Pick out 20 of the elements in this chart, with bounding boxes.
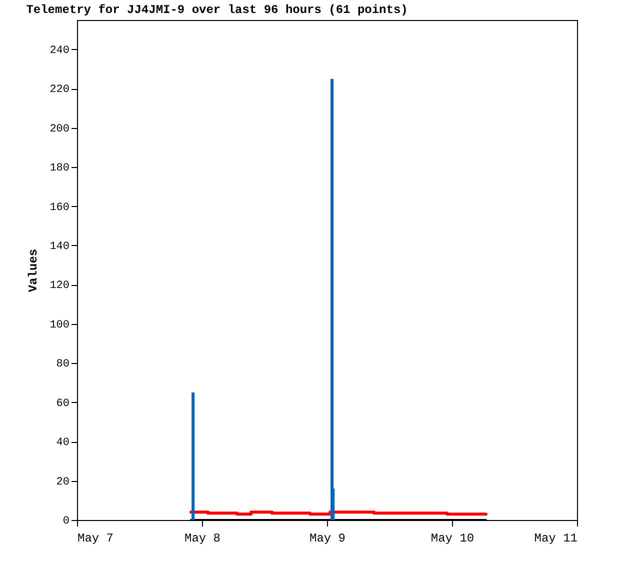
chart-title: Telemetry for JJ4JMI-9 over last 96 hours (61 points) [26,3,408,17]
y-tick-label: 0 [62,516,70,528]
y-tick-label: 220 [50,84,70,96]
y-tick-label: 40 [56,437,70,450]
y-axis-title: Values [26,248,41,292]
y-tick-label: 80 [56,358,70,371]
y-tick-label: 100 [50,319,70,332]
y-tick-label: 200 [50,123,70,136]
y-tick-label: 160 [50,202,70,214]
y-tick-label: 180 [50,162,70,175]
x-tick-label: May 10 [430,532,474,546]
x-tick-label: May 7 [78,532,114,546]
y-tick-label: 140 [50,240,70,253]
x-tick-label: May 11 [534,532,578,546]
y-tick-label: 240 [50,44,70,57]
y-tick-label: 20 [56,476,70,488]
x-tick-label: May 8 [184,532,221,546]
x-tick-label: May 9 [309,532,346,546]
y-tick-label: 120 [50,280,70,292]
y-tick-label: 60 [56,398,70,410]
